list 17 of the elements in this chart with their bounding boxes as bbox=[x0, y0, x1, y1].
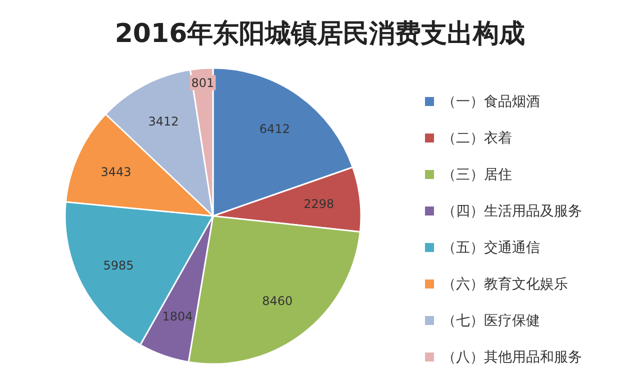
data-label: 5985 bbox=[103, 258, 134, 272]
legend-label: （七）医疗保健 bbox=[442, 313, 540, 329]
legend-label: （四）生活用品及服务 bbox=[442, 204, 582, 220]
data-label: 3443 bbox=[100, 164, 132, 179]
chart-title: 2016年东阳城镇居民消费支出构成 bbox=[114, 19, 526, 49]
data-label: 1804 bbox=[162, 309, 193, 324]
data-label: 801 bbox=[191, 76, 214, 90]
data-label: 6412 bbox=[259, 122, 290, 136]
legend-label: （一）食品烟酒 bbox=[442, 94, 540, 110]
legend-label: （六）教育文化娱乐 bbox=[442, 276, 568, 292]
legend-label: （二）衣着 bbox=[442, 130, 512, 146]
legend-label: （五）交通通信 bbox=[442, 240, 540, 256]
data-label: 8460 bbox=[262, 294, 293, 308]
data-label: 2298 bbox=[304, 196, 334, 211]
legend-label: （三）居住 bbox=[442, 167, 512, 183]
data-label: 3412 bbox=[148, 114, 179, 129]
legend-label: （八）其他用品和服务 bbox=[442, 350, 582, 366]
